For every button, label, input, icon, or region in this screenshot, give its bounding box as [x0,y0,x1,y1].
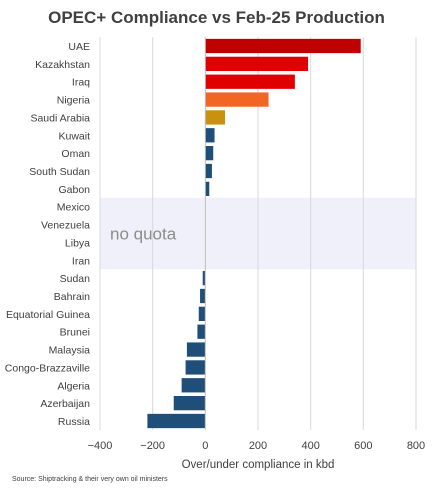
bar [181,378,206,393]
category-label: Sudan [60,273,91,285]
bar [205,146,214,161]
category-label: Equatorial Guinea [6,309,90,321]
category-label: Mexico [57,202,90,214]
category-label: Congo-Brazzaville [5,362,90,374]
bar [205,38,361,54]
category-label: Oman [61,148,90,160]
category-label: Russia [58,416,90,428]
bar [173,396,206,411]
bar [197,324,206,339]
category-label: Bahrain [54,291,90,303]
chart-title: OPEC+ Compliance vs Feb-25 Production [48,8,385,27]
bar [205,92,269,107]
bar [147,413,206,429]
x-tick-label: −200 [140,440,165,452]
x-axis-label: Over/under compliance in kbd [182,459,335,471]
category-label: Iran [72,255,90,267]
bar [205,163,212,179]
x-tick-label: 600 [354,440,372,452]
category-label: Malaysia [49,345,91,357]
category-label: Azerbaijan [40,398,90,410]
bar [185,360,206,375]
bar [200,288,206,304]
category-label: Kuwait [58,130,90,142]
no-quota-label: no quota [110,225,177,244]
category-label: UAE [68,41,90,53]
x-tick-label: 200 [249,440,267,452]
bar [198,306,206,321]
category-label: Kazakhstan [35,59,90,71]
bar [186,342,206,357]
chart-source: Source: Shiptracking & their very own oi… [12,476,168,483]
bar [205,56,309,71]
category-label: Brunei [60,327,90,339]
category-label: Libya [65,237,90,249]
x-tick-label: 0 [202,440,208,452]
x-tick-label: −400 [88,440,113,452]
bar [202,271,206,286]
category-label: Nigeria [57,95,90,107]
category-label: Gabon [58,184,90,196]
bar [205,110,226,125]
category-label: Iraq [72,77,90,89]
category-label: Algeria [57,380,90,392]
bar [205,74,295,89]
category-label: Venezuela [41,220,90,232]
category-label: Saudi Arabia [30,112,90,124]
x-tick-label: 800 [407,440,425,452]
category-label: South Sudan [29,166,90,178]
bar [205,181,210,196]
bar [205,128,215,143]
x-tick-label: 400 [301,440,319,452]
